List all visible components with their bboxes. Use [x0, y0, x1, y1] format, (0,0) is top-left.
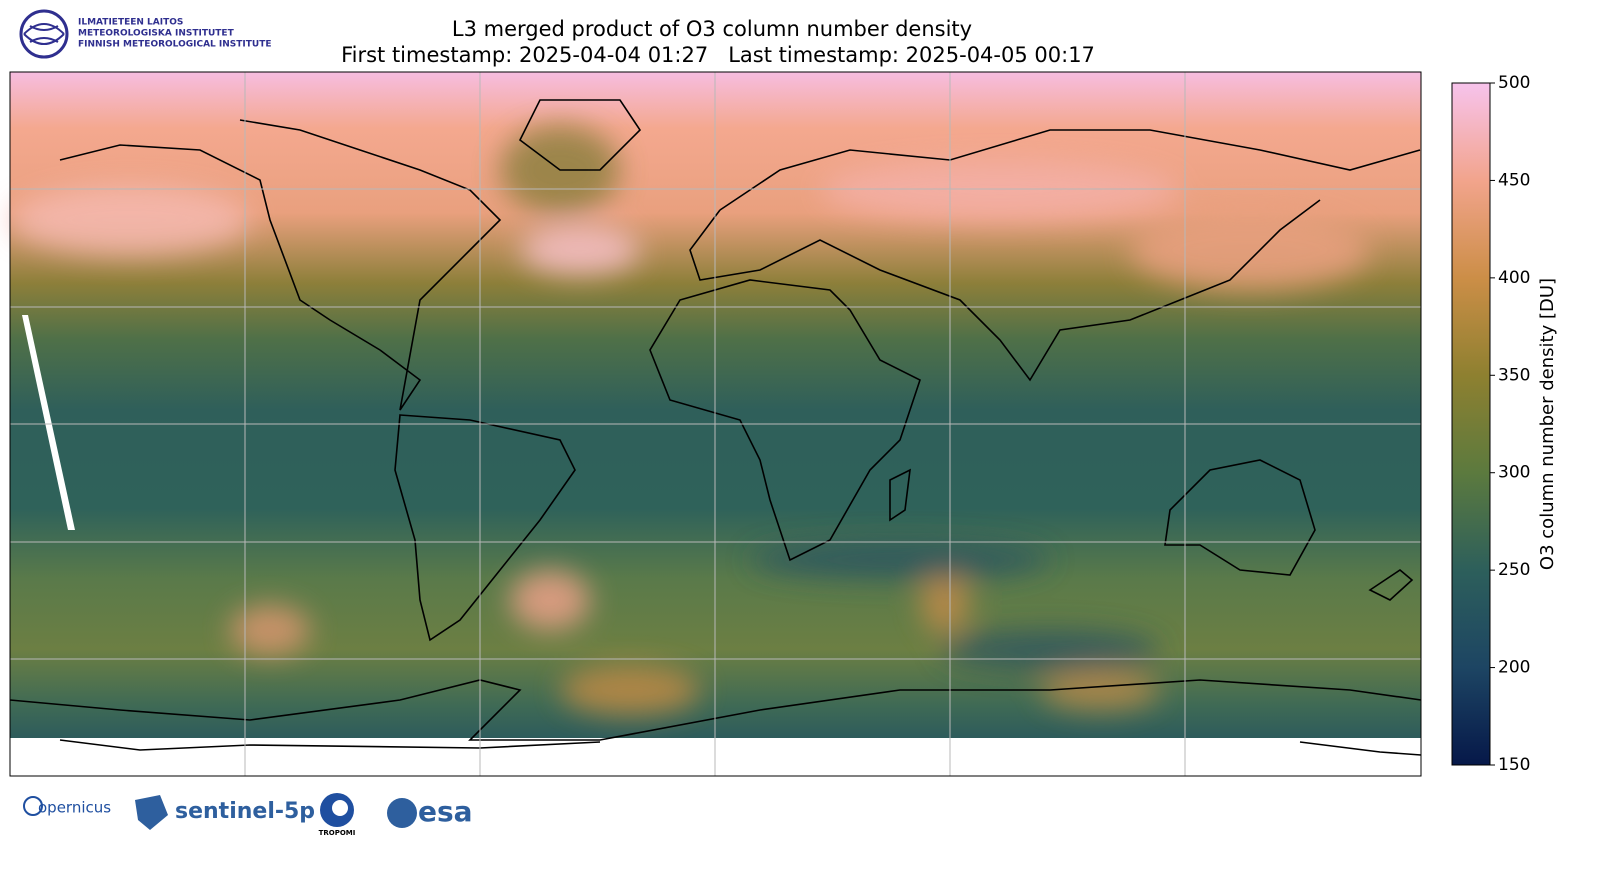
colorbar-tick-label: 500: [1498, 73, 1530, 93]
colorbar-tick-label: 200: [1498, 658, 1530, 678]
sentinel-logo: sentinel-5p: [175, 799, 315, 824]
title: L3 merged product of O3 column number de…: [452, 17, 972, 41]
map: [9, 71, 1422, 777]
esa-logo: esa: [418, 795, 473, 828]
subtitle: First timestamp: 2025-04-04 01:27 Last t…: [341, 43, 1095, 67]
colorbar-tick-label: 300: [1498, 463, 1530, 483]
colorbar-tick-label: 250: [1498, 560, 1530, 580]
copernicus-logo: opernicus: [38, 799, 111, 817]
institute-name: METEOROLOGISKA INSTITUTET: [78, 29, 235, 39]
colorbar-tick-label: 150: [1498, 755, 1530, 775]
tropomi-logo: TROPOMI: [319, 829, 356, 837]
colorbar-tick-label: 450: [1498, 170, 1530, 190]
colorbar-tick-label: 350: [1498, 365, 1530, 385]
institute-name: FINNISH METEOROLOGICAL INSTITUTE: [78, 40, 272, 50]
fmi-logo: ILMATIETEEN LAITOS METEOROLOGISKA INSTIT…: [19, 9, 272, 59]
partner-logos: opernicus sentinel-5p TROPOMI esa: [23, 793, 473, 837]
colorbar: O3 column number density [DU] 150 200 250 3…: [1451, 73, 1558, 775]
colorbar-label: O3 column number density [DU]: [1537, 278, 1558, 570]
colorbar-tick-label: 400: [1498, 268, 1530, 288]
institute-name: ILMATIETEEN LAITOS: [78, 18, 183, 28]
